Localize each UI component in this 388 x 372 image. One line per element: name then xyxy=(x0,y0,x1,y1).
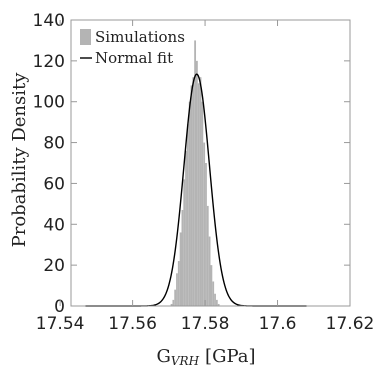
histogram-bar xyxy=(210,265,213,306)
histogram-bar xyxy=(181,209,184,306)
x-axis-title-main: G xyxy=(156,346,170,367)
legend-normal-fit-label: Normal fit xyxy=(95,49,173,67)
histogram-bars xyxy=(170,40,220,307)
y-tick-label: 60 xyxy=(43,174,65,194)
y-tick-label: 100 xyxy=(33,93,65,113)
y-tick-label: 20 xyxy=(43,256,65,276)
x-tick-label: 17.6 xyxy=(259,314,297,334)
histogram-bar xyxy=(203,142,206,306)
histogram-bar xyxy=(179,232,182,306)
histogram-bar xyxy=(215,299,218,306)
y-tick-label: 80 xyxy=(43,134,65,154)
histogram-bar xyxy=(170,303,173,306)
histogram-bar xyxy=(217,303,220,306)
histogram-bar xyxy=(192,77,195,306)
x-tick-label: 17.58 xyxy=(181,314,230,334)
x-axis-title-subscript: VRH xyxy=(171,354,200,368)
x-axis-title: GVRH [GPa] xyxy=(156,346,255,368)
legend-simulations-swatch xyxy=(80,29,91,45)
x-tick-label: 17.56 xyxy=(108,314,157,334)
histogram-bar xyxy=(185,150,187,306)
x-axis-title-unit: [GPa] xyxy=(205,346,255,367)
histogram-bar xyxy=(174,289,177,306)
histogram-bar xyxy=(206,205,209,306)
y-tick-label: 140 xyxy=(33,11,65,31)
histogram-bar xyxy=(190,85,193,306)
x-tick-label: 17.62 xyxy=(326,314,375,334)
y-tick-label: 40 xyxy=(43,215,65,235)
histogram-bar xyxy=(199,77,202,306)
histogram-bar xyxy=(177,261,180,306)
histogram-bar xyxy=(208,236,211,306)
histogram-bar xyxy=(176,273,178,306)
histogram-bar xyxy=(186,124,189,306)
axis-ticks: 0 20 40 60 80 100 120 140 17.54 17.56 17.58 17.6 17.… xyxy=(33,11,375,334)
histogram-bar xyxy=(214,293,216,306)
legend: Simulations Normal fit xyxy=(80,28,185,67)
x-tick-label: 17.54 xyxy=(36,314,85,334)
histogram-bar xyxy=(172,299,175,306)
y-tick-label: 0 xyxy=(54,297,65,317)
histogram-bar xyxy=(194,40,197,307)
plot-frame xyxy=(70,19,351,307)
y-tick-label: 120 xyxy=(33,52,65,72)
histogram-bar xyxy=(197,83,200,306)
histogram-bar xyxy=(212,281,215,306)
y-axis-title: Probability Density xyxy=(9,72,30,248)
histogram-bar xyxy=(201,101,204,306)
histogram-bar xyxy=(183,179,186,306)
histogram-bar xyxy=(188,101,191,306)
histogram-bar xyxy=(205,163,207,306)
legend-simulations-label: Simulations xyxy=(95,28,185,46)
histogram-bar xyxy=(196,60,198,306)
